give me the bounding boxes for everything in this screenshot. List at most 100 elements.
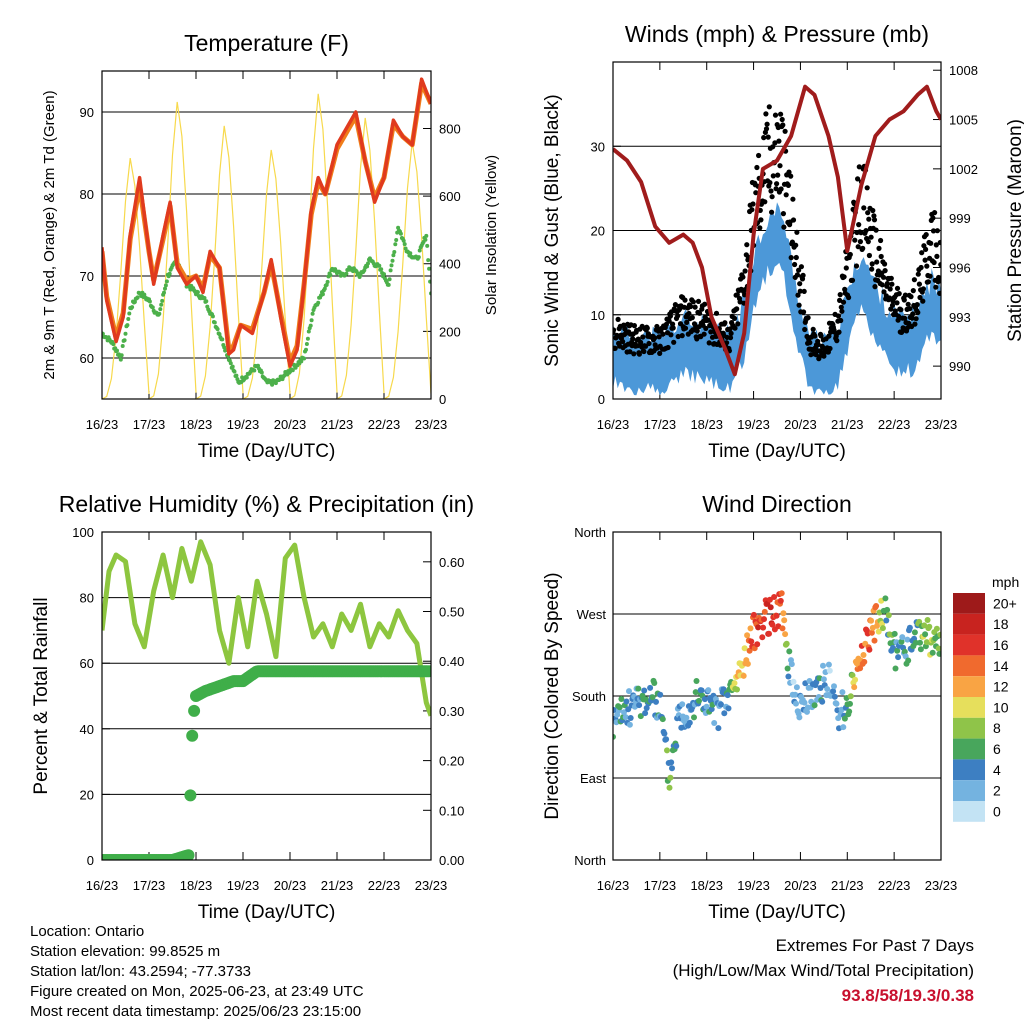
direction-point	[663, 736, 670, 743]
direction-point	[766, 630, 772, 637]
gust-point	[785, 182, 792, 188]
gust-point	[872, 284, 878, 290]
direction-point	[750, 611, 757, 618]
direction-point	[754, 641, 761, 648]
gust-point	[672, 302, 679, 308]
gust-point	[703, 325, 709, 331]
direction-point	[715, 725, 722, 732]
gust-point	[936, 278, 941, 284]
gust-point	[871, 213, 877, 219]
gust-point	[796, 302, 802, 308]
x-tick-label: 16/23	[86, 878, 119, 893]
direction-point	[626, 688, 632, 695]
direction-point	[698, 687, 705, 694]
dewpoint-point	[232, 369, 237, 374]
direction-point	[788, 661, 795, 668]
dewpoint-point	[309, 318, 314, 323]
gust-point	[778, 186, 784, 192]
y-axis-label-right: Station Pressure (Maroon)	[1005, 119, 1024, 342]
gust-point	[756, 152, 762, 159]
direction-point	[847, 700, 853, 707]
direction-point	[825, 661, 832, 668]
direction-point	[793, 700, 799, 707]
gust-point	[834, 338, 840, 344]
legend-swatch	[953, 801, 985, 822]
gust-point	[724, 340, 730, 346]
y-tick-label: 60	[80, 351, 94, 366]
legend-swatch	[953, 634, 985, 656]
gust-point	[857, 239, 864, 245]
dewpoint-point	[162, 290, 166, 295]
gust-point	[695, 298, 702, 304]
y-axis-label: 2m & 9m T (Red, Orange) & 2m Td (Green)	[41, 90, 58, 379]
direction-point	[747, 625, 754, 632]
direction-point	[686, 719, 693, 726]
y-tick-label: 90	[80, 105, 94, 120]
gust-point	[873, 227, 879, 233]
x-tick-label: 19/23	[227, 878, 260, 893]
precipitation-point	[186, 729, 199, 742]
dewpoint-point	[111, 342, 116, 347]
dewpoint-point	[377, 263, 382, 268]
plot-area	[613, 84, 941, 396]
gust-point	[866, 252, 873, 259]
y-tick-label-right: 0.20	[439, 754, 464, 769]
dewpoint-point	[119, 353, 124, 358]
direction-point	[792, 691, 799, 698]
sonic-wind-band	[613, 202, 941, 396]
x-tick-label: 22/23	[368, 417, 401, 432]
dewpoint-point	[126, 317, 131, 321]
x-tick-label: 23/23	[415, 417, 448, 432]
gust-point	[646, 340, 652, 347]
extremes-subtitle: (High/Low/Max Wind/Total Precipitation)	[672, 961, 974, 980]
gust-point	[855, 176, 861, 182]
gust-point	[797, 288, 803, 294]
gust-point	[805, 315, 811, 321]
gust-point	[852, 237, 858, 243]
y-tick-label-right: 200	[439, 324, 461, 339]
gust-point	[887, 295, 893, 301]
gust-point	[780, 122, 786, 128]
dewpoint-point	[387, 277, 392, 282]
dewpoint-point	[215, 327, 220, 332]
direction-point	[636, 702, 643, 709]
dewpoint-point	[304, 347, 308, 352]
gust-point	[631, 351, 637, 357]
dewpoint-point	[167, 271, 172, 276]
direction-point	[895, 654, 902, 661]
direction-point	[820, 676, 827, 683]
direction-point	[924, 617, 931, 623]
dewpoint-point	[163, 286, 167, 291]
x-tick-label: 21/23	[321, 417, 354, 432]
y-tick-label: 10	[591, 308, 605, 323]
legend-swatch	[953, 676, 985, 697]
gust-point	[762, 199, 768, 205]
direction-point	[626, 721, 633, 728]
dewpoint-point	[316, 300, 321, 305]
gust-point	[795, 292, 801, 298]
direction-point	[755, 624, 762, 631]
direction-point	[826, 667, 833, 674]
legend-label: 4	[993, 762, 1001, 778]
direction-point	[926, 623, 933, 630]
legend-label: 16	[993, 637, 1009, 653]
y-tick-label: North	[574, 525, 606, 540]
legend-swatch	[953, 613, 985, 635]
y-tick-label-right: 996	[949, 260, 971, 275]
gust-point	[915, 309, 921, 316]
dewpoint-point	[425, 243, 430, 248]
gust-point	[868, 234, 874, 240]
gust-point	[665, 344, 671, 351]
gust-point	[652, 335, 658, 341]
gust-point	[896, 291, 902, 297]
gust-point	[818, 333, 824, 339]
y-tick-label: 100	[72, 525, 94, 540]
dewpoint-point	[390, 258, 395, 263]
direction-point	[657, 691, 664, 698]
direction-point	[744, 660, 751, 667]
gust-point	[901, 297, 907, 303]
direction-point	[922, 631, 929, 638]
gust-point	[878, 253, 884, 260]
direction-point	[885, 612, 892, 619]
gust-point	[837, 292, 843, 298]
